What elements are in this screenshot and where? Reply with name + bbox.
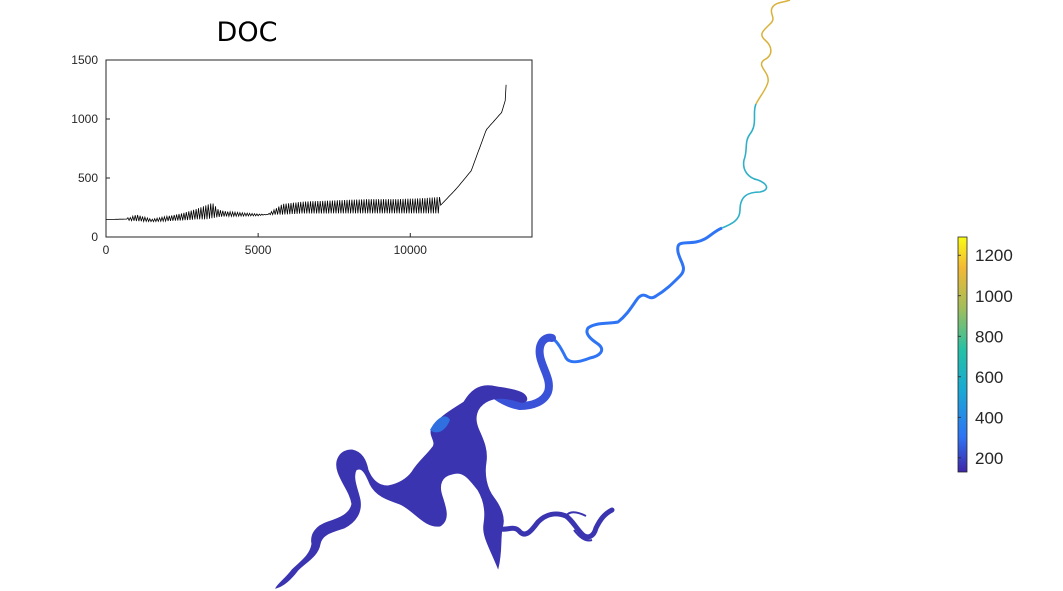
river-branch-east [495,507,615,540]
x-axis: 0 5000 10000 [103,233,428,257]
colorbar-tick-label: 600 [975,368,1003,387]
series-line-doc [106,84,507,223]
colorbar-tick-label: 200 [975,449,1003,468]
river-branch-east-fork [565,511,593,542]
plot-area-frame [105,59,533,238]
colorbar-tick-label: 800 [975,327,1003,346]
chart-title: DOC [217,17,278,48]
river-segment-mid [551,226,723,364]
colorbar-tick-label: 1200 [975,246,1013,265]
lake-body [275,385,528,589]
river-segment-loop [488,333,556,411]
y-tick-label: 500 [78,171,98,185]
river-map [275,0,791,589]
river-segment-upper-mid [721,103,768,229]
x-tick-label: 5000 [245,243,272,257]
doc-line-chart: DOC 0 5000 10000 0 500 1000 1500 [71,17,533,257]
river-segment-upper [755,0,791,105]
colorbar-ramp [957,236,968,473]
y-axis: 0 500 1000 1500 [71,53,110,244]
lake-shallow-patch [430,416,450,433]
y-tick-label: 0 [91,230,98,244]
x-tick-label: 0 [103,243,110,257]
colorbar-ticks: 200 400 600 800 1000 1200 [958,246,1013,468]
x-tick-label: 10000 [394,243,428,257]
y-tick-label: 1000 [71,112,98,126]
colorbar-tick-label: 1000 [975,287,1013,306]
colorbar-tick-label: 400 [975,408,1003,427]
colorbar: 200 400 600 800 1000 1200 [957,236,1013,473]
series-layer [106,84,507,223]
y-tick-label: 1500 [71,53,98,67]
